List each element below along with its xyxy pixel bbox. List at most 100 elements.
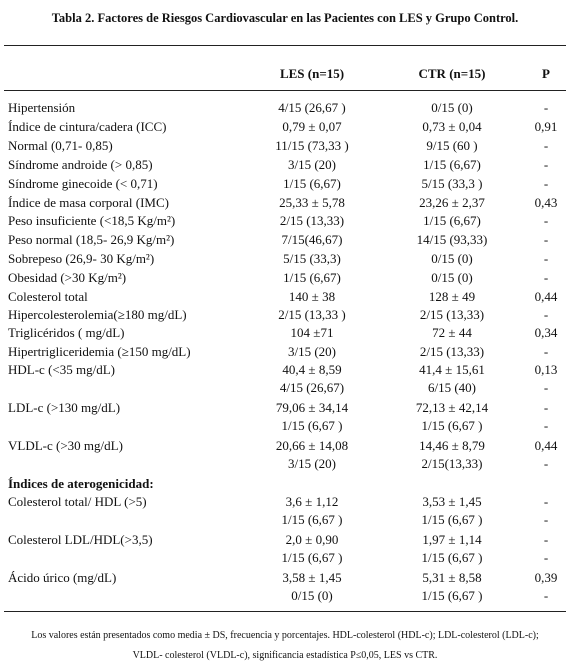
les-cell: 1/15 (6,67): [283, 176, 341, 191]
row-label: Índice de cintura/cadera (ICC): [8, 119, 167, 134]
ctr-cell: 3,53 ± 1,45: [422, 494, 482, 509]
les-cell: 3,6 ± 1,12: [285, 494, 339, 509]
ctr-cell: 0/15 (0): [431, 251, 473, 266]
row-label: Normal (0,71- 0,85): [8, 138, 113, 153]
p-cell: 0,44: [534, 289, 558, 304]
row-label: Índice de masa corporal (IMC): [8, 195, 169, 210]
p-cell: -: [543, 251, 549, 266]
les-cell: 1/15 (6,67): [283, 270, 341, 285]
les-cell: 1/15 (6,67 ): [281, 550, 343, 565]
header-p: P: [542, 66, 550, 81]
ctr-cell: 14/15 (93,33): [416, 232, 488, 247]
les-cell: 2,0 ± 0,90: [285, 532, 339, 547]
p-cell: -: [543, 532, 549, 547]
p-cell: -: [543, 550, 549, 565]
ctr-cell: 1/15 (6,67 ): [421, 588, 483, 603]
ctr-cell: 23,26 ± 2,37: [419, 195, 485, 210]
title: Tabla 2. Factores de Riesgos Cardiovascu…: [51, 11, 519, 25]
row-label: Índices de aterogenicidad:: [8, 476, 154, 491]
row-label: Ácido úrico (mg/dL): [8, 570, 117, 585]
p-cell: -: [543, 512, 549, 527]
les-cell: 1/15 (6,67 ): [281, 512, 343, 527]
p-cell: 0,34: [534, 325, 558, 340]
les-cell: 3/15 (20): [287, 456, 337, 471]
ctr-cell: 72,13 ± 42,14: [415, 400, 489, 415]
row-label: Colesterol LDL/HDL(>3,5): [8, 532, 153, 547]
les-cell: 4/15 (26,67): [279, 380, 345, 395]
les-cell: 25,33 ± 5,78: [279, 195, 345, 210]
row-label: Peso insuficiente (<18,5 Kg/m²): [8, 213, 176, 228]
les-cell: 104 ±71: [290, 325, 334, 340]
les-cell: 5/15 (33,3): [283, 251, 341, 266]
les-cell: 0/15 (0): [291, 588, 333, 603]
header-rule: [4, 90, 566, 91]
les-cell: 0,79 ± 0,07: [282, 119, 342, 134]
les-cell: 4/15 (26,67 ): [278, 100, 346, 115]
row-label: Sobrepeso (26,9- 30 Kg/m²): [8, 251, 155, 266]
ctr-cell: 41,4 ± 15,61: [419, 362, 485, 377]
ctr-cell: 1/15 (6,67 ): [421, 512, 483, 527]
row-label: Obesidad (>30 Kg/m²): [8, 270, 127, 285]
p-cell: -: [543, 380, 549, 395]
p-cell: -: [543, 232, 549, 247]
les-cell: 3/15 (20): [287, 157, 337, 172]
ctr-cell: 14,46 ± 8,79: [419, 438, 485, 453]
row-label: Colesterol total/ HDL (>5): [8, 494, 147, 509]
row-label: Peso normal (18,5- 26,9 Kg/m²): [8, 232, 175, 247]
p-cell: -: [543, 100, 549, 115]
row-label: Hipertrigliceridemia (≥150 mg/dL): [8, 344, 191, 359]
ctr-cell: 0/15 (0): [431, 100, 473, 115]
ctr-cell: 0,73 ± 0,04: [422, 119, 482, 134]
row-label: Triglicéridos ( mg/dL): [8, 325, 125, 340]
p-cell: -: [543, 176, 549, 191]
row-label: LDL-c (>130 mg/dL): [8, 400, 121, 415]
ctr-cell: 2/15 (13,33): [419, 344, 485, 359]
p-cell: 0,39: [534, 570, 558, 585]
row-label: Síndrome ginecoide (< 0,71): [8, 176, 158, 191]
les-cell: 140 ± 38: [288, 289, 336, 304]
ctr-cell: 1/15 (6,67 ): [421, 550, 483, 565]
ctr-cell: 1,97 ± 1,14: [422, 532, 482, 547]
row-label: Hipertensión: [8, 100, 76, 115]
les-cell: 2/15 (13,33 ): [278, 307, 346, 322]
p-cell: -: [543, 588, 549, 603]
les-cell: 40,4 ± 8,59: [282, 362, 342, 377]
les-cell: 7/15(46,67): [281, 232, 343, 247]
ctr-cell: 2/15(13,33): [421, 456, 483, 471]
p-cell: -: [543, 138, 549, 153]
header-les: LES (n=15): [279, 66, 345, 81]
p-cell: -: [543, 157, 549, 172]
p-cell: -: [543, 307, 549, 322]
les-cell: 2/15 (13,33): [279, 213, 345, 228]
ctr-cell: 2/15 (13,33): [419, 307, 485, 322]
ctr-cell: 5/15 (33,3 ): [421, 176, 483, 191]
footnote: VLDL- colesterol (VLDL-c), significancia…: [132, 650, 438, 661]
footnote: Los valores están presentados como media…: [31, 630, 539, 641]
ctr-cell: 128 ± 49: [428, 289, 476, 304]
les-cell: 20,66 ± 14,08: [275, 438, 349, 453]
header-ctr: CTR (n=15): [418, 66, 486, 81]
bottom-rule: [4, 611, 566, 612]
row-label: VLDL-c (>30 mg/dL): [8, 438, 123, 453]
ctr-cell: 6/15 (40): [427, 380, 477, 395]
ctr-cell: 1/15 (6,67 ): [421, 418, 483, 433]
p-cell: -: [543, 494, 549, 509]
ctr-cell: 0/15 (0): [431, 270, 473, 285]
row-label: HDL-c (<35 mg/dL): [8, 362, 115, 377]
les-cell: 3,58 ± 1,45: [282, 570, 342, 585]
p-cell: -: [543, 213, 549, 228]
p-cell: -: [543, 456, 549, 471]
ctr-cell: 1/15 (6,67): [423, 157, 481, 172]
p-cell: -: [543, 400, 549, 415]
top-rule: [4, 45, 566, 46]
les-cell: 3/15 (20): [287, 344, 337, 359]
p-cell: 0,91: [534, 119, 558, 134]
row-label: Colesterol total: [8, 289, 88, 304]
ctr-cell: 9/15 (60 ): [426, 138, 478, 153]
row-label: Síndrome androide (> 0,85): [8, 157, 153, 172]
p-cell: -: [543, 344, 549, 359]
ctr-cell: 1/15 (6,67): [423, 213, 481, 228]
row-label: Hipercolesterolemia(≥180 mg/dL): [8, 307, 187, 322]
ctr-cell: 5,31 ± 8,58: [422, 570, 482, 585]
